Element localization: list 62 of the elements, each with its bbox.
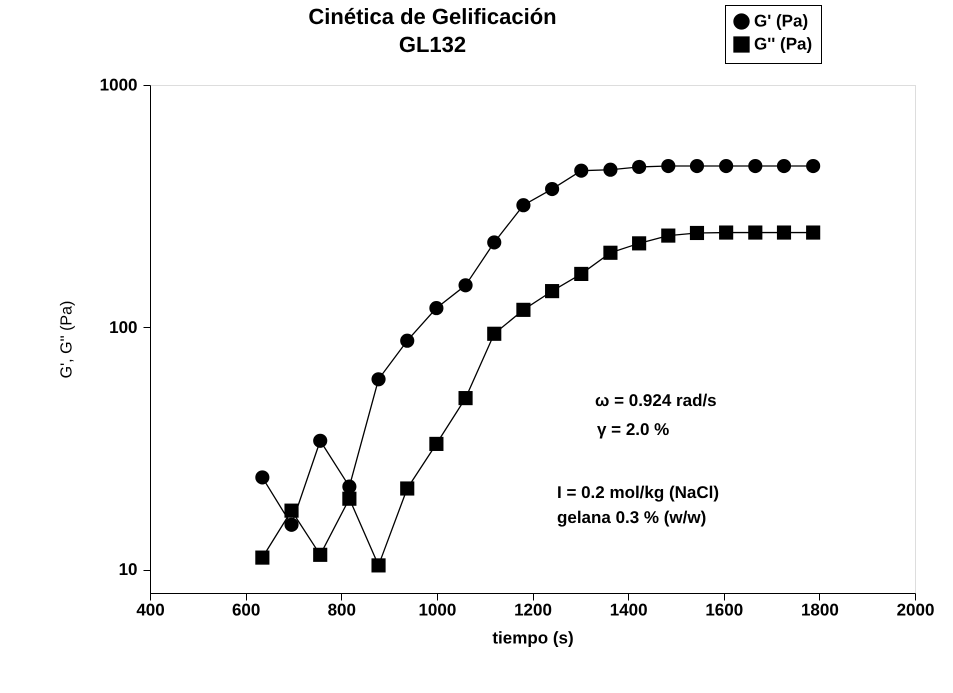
x-tick-label: 800 [328, 600, 356, 620]
point [690, 158, 704, 174]
point [719, 225, 734, 240]
point [603, 246, 618, 260]
point [255, 550, 270, 565]
point [603, 162, 618, 177]
y-axis-title: G', G'' (Pa) [58, 300, 76, 378]
y-tick-label: 1000 [100, 76, 138, 94]
point [400, 481, 414, 496]
point [748, 225, 762, 240]
point [487, 235, 502, 250]
point [487, 326, 502, 341]
point [284, 504, 299, 518]
point [748, 158, 762, 174]
annotation: I = 0.2 mol/kg (NaCl) [557, 483, 720, 502]
point [371, 372, 386, 386]
chart-title: Cinética de Gelificación [308, 4, 557, 29]
point [806, 158, 820, 174]
point [284, 518, 299, 532]
point [371, 558, 386, 572]
x-tick-label: 400 [136, 600, 165, 620]
x-tick-label: 1000 [418, 600, 456, 620]
y-tick-label: 10 [118, 560, 138, 580]
point [458, 391, 473, 406]
point [342, 492, 356, 506]
annotation: ω = 0.924 rad/s [595, 391, 717, 410]
point [776, 158, 792, 174]
point [661, 228, 676, 243]
point [545, 182, 560, 196]
point [458, 278, 473, 292]
x-tick-label: 1400 [610, 600, 648, 620]
legend-label: G'' (Pa) [754, 34, 812, 54]
point [429, 436, 444, 451]
point [661, 158, 676, 174]
point [632, 236, 646, 250]
point [400, 334, 414, 348]
chart-subtitle: GL132 [398, 32, 466, 57]
point [776, 225, 792, 240]
x-tick-label: 1200 [514, 600, 552, 620]
point [313, 434, 328, 448]
point [429, 301, 444, 316]
point [516, 198, 530, 212]
point [690, 226, 704, 240]
x-tick-label: 600 [232, 600, 260, 620]
point [719, 158, 734, 174]
x-axis-title: tiempo (s) [492, 628, 574, 648]
legend-label: G' (Pa) [754, 12, 808, 30]
annotation: gelana 0.3 % (w/w) [557, 508, 706, 527]
x-tick-label: 1600 [705, 600, 744, 620]
point [574, 164, 588, 178]
point [516, 302, 530, 317]
x-tick-label: 1800 [800, 600, 839, 620]
annotation: γ = 2.0 % [597, 420, 670, 439]
point [632, 160, 646, 174]
point [342, 480, 356, 494]
point [255, 470, 270, 484]
point [806, 225, 820, 240]
point [545, 284, 560, 298]
y-tick-label: 100 [109, 318, 138, 337]
x-tick-label: 2000 [896, 600, 934, 620]
point [574, 266, 588, 282]
point [313, 548, 328, 562]
